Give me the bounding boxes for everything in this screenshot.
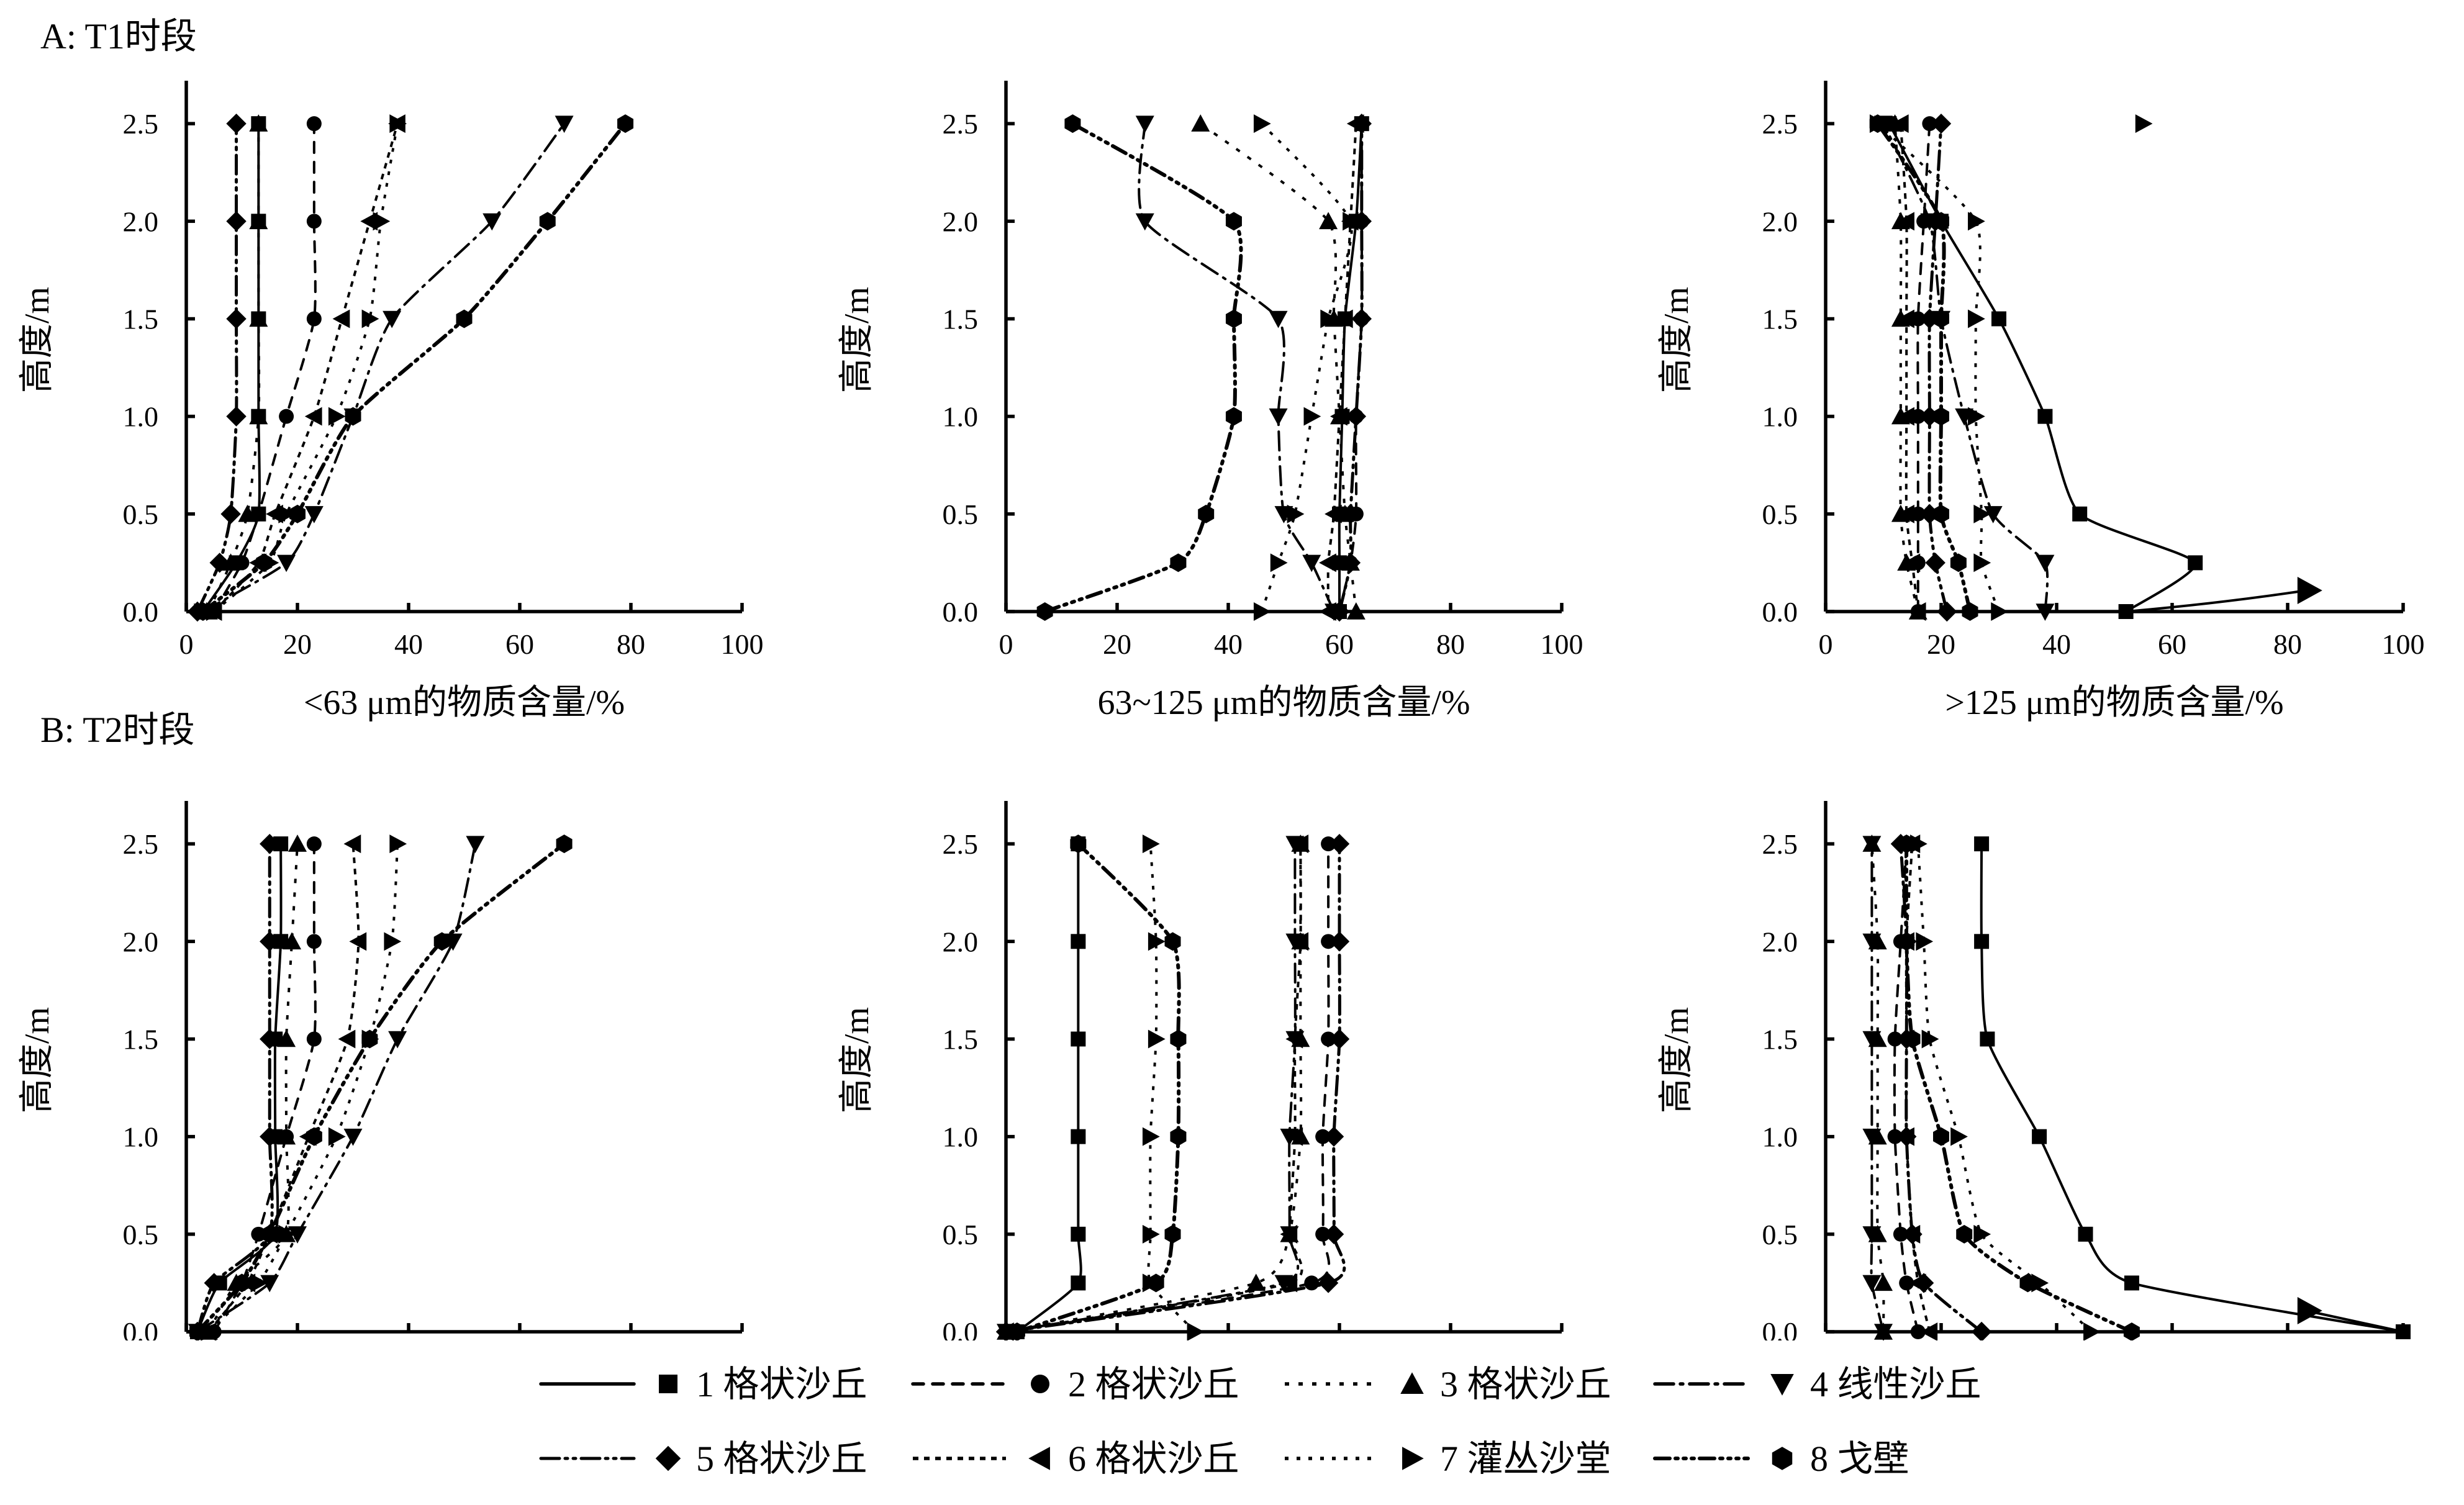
svg-text:高度/m: 高度/m: [838, 287, 876, 393]
svg-text:2.0: 2.0: [123, 926, 159, 957]
svg-text:6 格状沙丘: 6 格状沙丘: [1068, 1439, 1239, 1479]
svg-text:2.5: 2.5: [123, 828, 159, 860]
svg-text:2.5: 2.5: [943, 108, 979, 140]
svg-text:20: 20: [1103, 628, 1131, 660]
svg-text:60: 60: [1325, 628, 1354, 660]
svg-text:80: 80: [1436, 628, 1465, 660]
svg-text:0: 0: [999, 628, 1013, 660]
svg-text:80: 80: [2273, 628, 2302, 660]
svg-text:20: 20: [283, 628, 312, 660]
svg-text:2 格状沙丘: 2 格状沙丘: [1068, 1364, 1239, 1404]
svg-text:3 格状沙丘: 3 格状沙丘: [1440, 1364, 1611, 1404]
svg-text:1.0: 1.0: [1762, 1121, 1798, 1153]
svg-text:2.5: 2.5: [123, 108, 159, 140]
svg-text:1.5: 1.5: [123, 304, 159, 335]
svg-text:2.0: 2.0: [1762, 926, 1798, 957]
svg-text:63~125 μm的物质含量/%: 63~125 μm的物质含量/%: [1097, 684, 1470, 722]
svg-text:高度/m: 高度/m: [1657, 1007, 1696, 1113]
svg-text:1.0: 1.0: [943, 401, 979, 433]
svg-text:1.0: 1.0: [123, 401, 159, 433]
svg-text:5 格状沙丘: 5 格状沙丘: [696, 1439, 867, 1479]
svg-text:2.5: 2.5: [943, 828, 979, 860]
svg-text:2.5: 2.5: [1762, 108, 1798, 140]
svg-text:1 格状沙丘: 1 格状沙丘: [696, 1364, 867, 1404]
svg-text:0.0: 0.0: [1762, 596, 1798, 628]
svg-text:40: 40: [2042, 628, 2071, 660]
svg-text:A: T1时段: A: T1时段: [40, 16, 197, 56]
svg-text:0.5: 0.5: [943, 1219, 979, 1250]
svg-text:0.0: 0.0: [943, 596, 979, 628]
svg-text:2.0: 2.0: [943, 206, 979, 237]
svg-text:7 灌丛沙堂: 7 灌丛沙堂: [1440, 1439, 1611, 1479]
svg-text:1.0: 1.0: [123, 1121, 159, 1153]
svg-text:1.0: 1.0: [943, 1121, 979, 1153]
svg-text:1.5: 1.5: [1762, 1024, 1798, 1055]
svg-text:1.5: 1.5: [943, 1024, 979, 1055]
svg-text:B: T2时段: B: T2时段: [40, 710, 195, 750]
svg-text:高度/m: 高度/m: [18, 287, 57, 393]
svg-text:0.5: 0.5: [1762, 1219, 1798, 1250]
svg-text:1.5: 1.5: [123, 1024, 159, 1055]
svg-text:1.0: 1.0: [1762, 401, 1798, 433]
svg-text:4 线性沙丘: 4 线性沙丘: [1810, 1364, 1982, 1404]
svg-text:高度/m: 高度/m: [18, 1007, 57, 1113]
svg-text:1.5: 1.5: [943, 304, 979, 335]
svg-text:2.0: 2.0: [943, 926, 979, 957]
svg-text:高度/m: 高度/m: [838, 1007, 876, 1113]
svg-text:20: 20: [1927, 628, 1955, 660]
svg-text:80: 80: [617, 628, 645, 660]
svg-text:40: 40: [394, 628, 423, 660]
svg-text:>125 μm的物质含量/%: >125 μm的物质含量/%: [1945, 684, 2283, 722]
svg-text:100: 100: [721, 628, 764, 660]
svg-text:60: 60: [2158, 628, 2186, 660]
svg-text:0.5: 0.5: [943, 499, 979, 530]
svg-text:高度/m: 高度/m: [1657, 287, 1696, 393]
svg-text:1.5: 1.5: [1762, 304, 1798, 335]
svg-text:0.0: 0.0: [123, 596, 159, 628]
svg-text:0.5: 0.5: [1762, 499, 1798, 530]
svg-text:40: 40: [1214, 628, 1243, 660]
svg-text:0: 0: [179, 628, 194, 660]
svg-text:2.0: 2.0: [123, 206, 159, 237]
svg-text:<63 μm的物质含量/%: <63 μm的物质含量/%: [304, 684, 625, 722]
svg-text:2.5: 2.5: [1762, 828, 1798, 860]
svg-text:0.5: 0.5: [123, 499, 159, 530]
svg-text:60: 60: [505, 628, 534, 660]
svg-text:100: 100: [1541, 628, 1583, 660]
svg-text:100: 100: [2382, 628, 2425, 660]
svg-text:0: 0: [1819, 628, 1833, 660]
svg-text:8 戈壁: 8 戈壁: [1810, 1439, 1909, 1479]
svg-text:0.5: 0.5: [123, 1219, 159, 1250]
svg-text:2.0: 2.0: [1762, 206, 1798, 237]
